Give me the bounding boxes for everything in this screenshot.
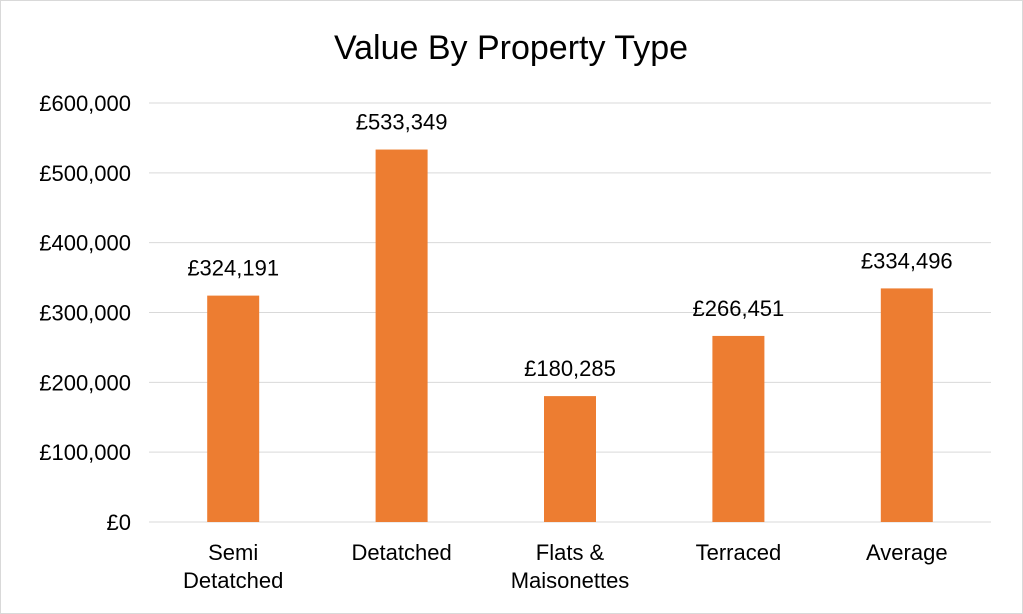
category-label: Semi [208, 540, 258, 565]
category-label: Detatched [351, 540, 451, 565]
bar [880, 288, 933, 522]
y-tick-label: £500,000 [39, 161, 131, 186]
y-tick-label: £200,000 [39, 370, 131, 395]
y-axis-ticks: £0 £100,000 £200,000 £300,000 £400,000 £500,0… [39, 91, 131, 535]
y-tick-label: £600,000 [39, 91, 131, 116]
gridlines [149, 102, 991, 523]
data-label: £180,285 [524, 356, 616, 381]
data-label: £334,496 [861, 248, 953, 273]
bars [207, 149, 933, 522]
bar [544, 396, 596, 522]
category-label: Detatched [183, 568, 283, 593]
y-tick-label: £0 [107, 510, 131, 535]
y-tick-label: £300,000 [39, 301, 131, 326]
category-label: Flats & [536, 540, 605, 565]
data-label: £324,191 [187, 256, 279, 281]
y-tick-label: £100,000 [39, 440, 131, 465]
data-labels: £324,191 £533,349 £180,285 £266,451 £334,496 [187, 110, 952, 382]
category-label: Average [866, 540, 948, 565]
bar [207, 295, 260, 522]
chart-title: Value By Property Type [334, 29, 688, 67]
bar [375, 149, 428, 522]
x-axis-categories: Semi Detatched Detatched Flats & Maisonettes… [183, 540, 948, 593]
data-label: £266,451 [693, 296, 785, 321]
y-tick-label: £400,000 [39, 231, 131, 256]
category-label: Terraced [696, 540, 782, 565]
category-label: Maisonettes [511, 568, 630, 593]
bar [712, 335, 765, 522]
data-label: £533,349 [356, 110, 448, 135]
